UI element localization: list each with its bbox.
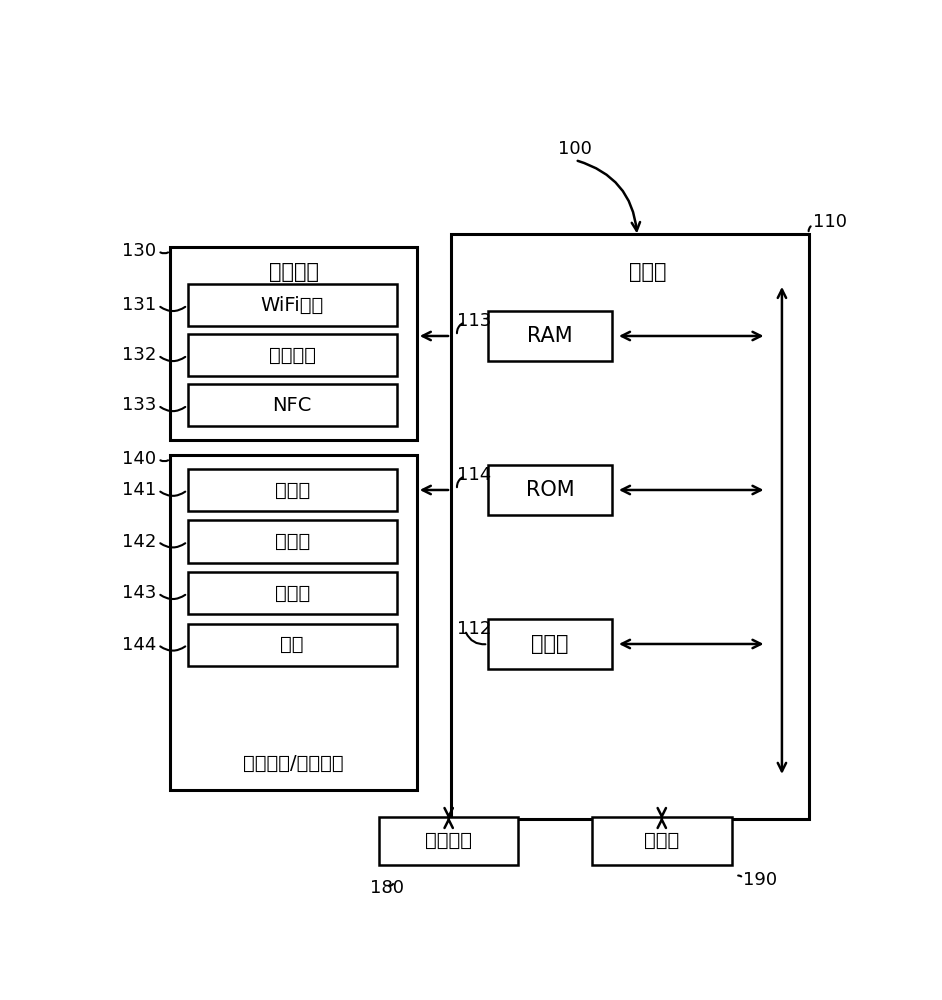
Text: 通信接口: 通信接口: [268, 262, 318, 282]
Bar: [187, 520, 397, 563]
Text: 133: 133: [122, 396, 156, 414]
Text: 100: 100: [558, 140, 592, 158]
Text: 110: 110: [813, 213, 847, 231]
Text: 触摸板: 触摸板: [274, 532, 310, 551]
Text: 141: 141: [122, 481, 156, 499]
Text: 用户输入/输出接口: 用户输入/输出接口: [243, 753, 344, 772]
Text: 132: 132: [122, 346, 156, 364]
Text: 存储器: 存储器: [644, 831, 679, 850]
Text: 180: 180: [369, 879, 404, 897]
Bar: [187, 384, 397, 426]
Bar: [171, 247, 417, 440]
Bar: [171, 455, 417, 790]
Text: 按键: 按键: [281, 635, 304, 654]
Text: 131: 131: [122, 296, 156, 314]
Bar: [187, 624, 397, 666]
Text: 113: 113: [457, 312, 492, 330]
Text: 142: 142: [122, 533, 156, 551]
Bar: [379, 817, 518, 865]
Bar: [187, 572, 397, 614]
Text: NFC: NFC: [272, 396, 312, 415]
Text: 114: 114: [457, 466, 492, 484]
Text: 麦克风: 麦克风: [274, 480, 310, 499]
Bar: [187, 469, 397, 511]
Bar: [187, 334, 397, 376]
Text: RAM: RAM: [528, 326, 573, 346]
Bar: [488, 619, 612, 669]
Bar: [488, 311, 612, 361]
Text: 处理器: 处理器: [531, 634, 569, 654]
Text: 供电电源: 供电电源: [425, 831, 472, 850]
Text: 传感器: 传感器: [274, 584, 310, 603]
Text: 143: 143: [122, 584, 156, 602]
Bar: [187, 284, 397, 326]
Text: 控制器: 控制器: [629, 262, 667, 282]
Text: 190: 190: [743, 871, 777, 889]
Text: 112: 112: [457, 620, 492, 638]
Text: ROM: ROM: [526, 480, 575, 500]
Bar: [593, 817, 732, 865]
Text: 130: 130: [122, 242, 156, 260]
Bar: [488, 465, 612, 515]
Text: WiFi芯片: WiFi芯片: [261, 296, 324, 315]
Bar: [451, 234, 809, 819]
Text: 蓝牙模块: 蓝牙模块: [268, 346, 316, 365]
Text: 140: 140: [122, 450, 156, 468]
Text: 144: 144: [122, 636, 156, 654]
